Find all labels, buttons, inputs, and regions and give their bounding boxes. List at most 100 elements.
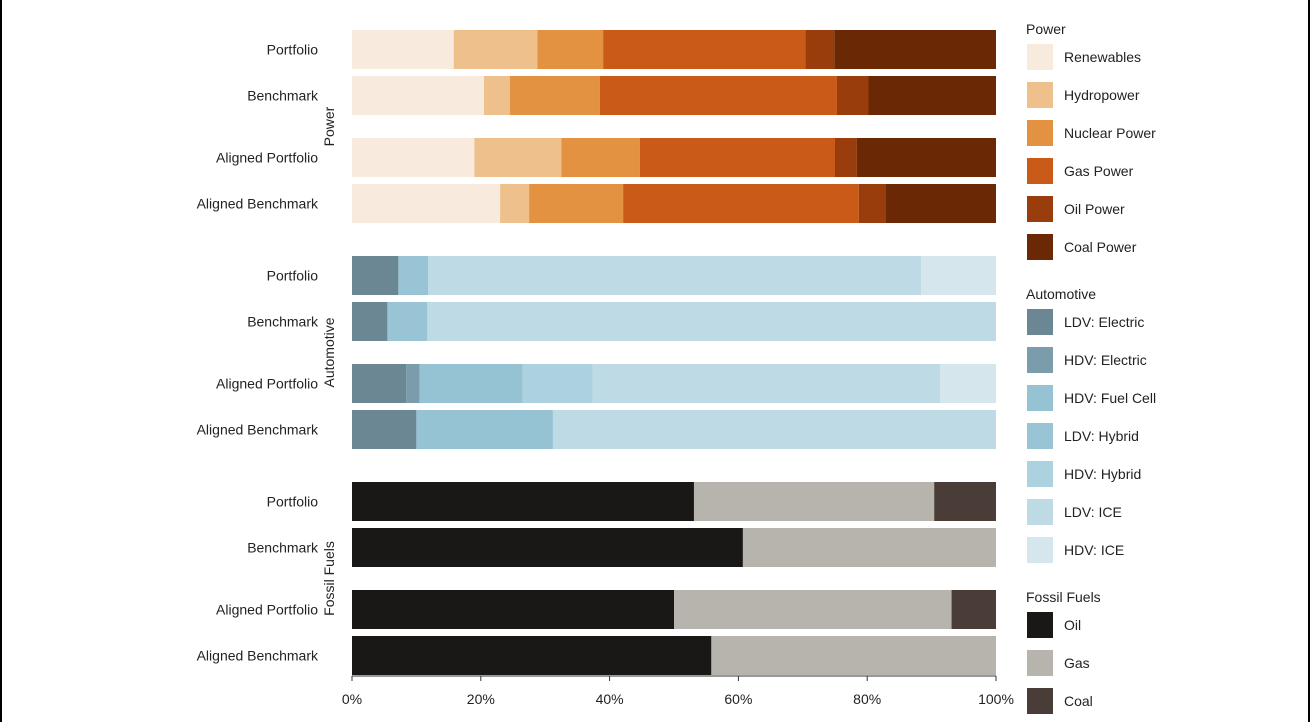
legend-swatch-hdv-electric bbox=[1027, 347, 1053, 373]
bar-segment-automotive-aligned-portfolio-ldv-ice bbox=[592, 364, 940, 403]
legend-label-renewables: Renewables bbox=[1064, 49, 1141, 65]
bar-segment-automotive-aligned-portfolio-hdv-fuel-cell bbox=[419, 364, 523, 403]
legend-swatch-renewables bbox=[1027, 44, 1053, 70]
legend-label-oil: Oil bbox=[1064, 617, 1081, 633]
bar-segment-power-portfolio-coal-power bbox=[834, 30, 996, 69]
bar-segment-automotive-aligned-portfolio-hdv-electric bbox=[406, 364, 420, 403]
legend-label-hydropower: Hydropower bbox=[1064, 87, 1140, 103]
x-tick-label: 0% bbox=[342, 691, 362, 707]
bar-segment-power-aligned-benchmark-oil-power bbox=[858, 184, 886, 223]
legend-label-ldv-ice: LDV: ICE bbox=[1064, 504, 1122, 520]
category-label-automotive-benchmark: Benchmark bbox=[247, 314, 319, 330]
bar-segment-power-benchmark-oil-power bbox=[836, 76, 869, 115]
legend-swatch-gas-power bbox=[1027, 158, 1053, 184]
bar-segment-automotive-portfolio-ldv-electric bbox=[352, 256, 399, 295]
legend-swatch-ldv-ice bbox=[1027, 499, 1053, 525]
bar-segment-fossil-fuels-aligned-portfolio-gas bbox=[674, 590, 952, 629]
bar-segment-fossil-fuels-benchmark-oil bbox=[352, 528, 743, 567]
bar-segment-fossil-fuels-portfolio-oil bbox=[352, 482, 694, 521]
legend-swatch-hdv-fuel-cell bbox=[1027, 385, 1053, 411]
category-label-power-aligned-portfolio: Aligned Portfolio bbox=[216, 150, 318, 166]
legend-label-hdv-ice: HDV: ICE bbox=[1064, 542, 1124, 558]
x-tick-label: 20% bbox=[467, 691, 495, 707]
group-label-automotive: Automotive bbox=[321, 317, 337, 387]
x-tick-label: 100% bbox=[978, 691, 1014, 707]
x-tick-label: 40% bbox=[596, 691, 624, 707]
legend-swatch-coal bbox=[1027, 688, 1053, 714]
legend-label-hdv-electric: HDV: Electric bbox=[1064, 352, 1147, 368]
bar-segment-power-aligned-portfolio-oil-power bbox=[835, 138, 857, 177]
legend-label-ldv-electric: LDV: Electric bbox=[1064, 314, 1144, 330]
bar-segment-power-benchmark-nuclear-power bbox=[509, 76, 600, 115]
x-tick-label: 80% bbox=[853, 691, 881, 707]
bar-segment-power-portfolio-oil-power bbox=[805, 30, 835, 69]
bar-segment-power-aligned-portfolio-coal-power bbox=[856, 138, 996, 177]
legend-label-gas: Gas bbox=[1064, 655, 1090, 671]
legend-swatch-hdv-hybrid bbox=[1027, 461, 1053, 487]
x-tick-label: 60% bbox=[724, 691, 752, 707]
legend-label-coal: Coal bbox=[1064, 693, 1093, 709]
bar-segment-power-benchmark-coal-power bbox=[868, 76, 996, 115]
bar-segment-power-aligned-benchmark-renewables bbox=[352, 184, 501, 223]
legend-title-fossil-fuels: Fossil Fuels bbox=[1026, 589, 1101, 605]
bar-segment-automotive-aligned-portfolio-hdv-hybrid bbox=[522, 364, 593, 403]
legend-swatch-nuclear-power bbox=[1027, 120, 1053, 146]
legend-label-nuclear-power: Nuclear Power bbox=[1064, 125, 1156, 141]
bar-segment-automotive-portfolio-ldv-hybrid bbox=[398, 256, 428, 295]
bar-segment-automotive-aligned-benchmark-hdv-fuel-cell bbox=[416, 410, 553, 449]
bar-segment-automotive-portfolio-hdv-ice bbox=[921, 256, 996, 295]
bar-segment-power-aligned-portfolio-gas-power bbox=[639, 138, 835, 177]
category-label-fossil-fuels-portfolio: Portfolio bbox=[267, 494, 319, 510]
legend-title-power: Power bbox=[1026, 21, 1066, 37]
legend-label-coal-power: Coal Power bbox=[1064, 239, 1137, 255]
legend-label-gas-power: Gas Power bbox=[1064, 163, 1134, 179]
category-label-fossil-fuels-aligned-portfolio: Aligned Portfolio bbox=[216, 602, 318, 618]
bar-segment-power-portfolio-renewables bbox=[352, 30, 454, 69]
bar-segment-automotive-portfolio-ldv-ice bbox=[427, 256, 922, 295]
bar-segment-fossil-fuels-portfolio-coal bbox=[934, 482, 996, 521]
bar-segment-fossil-fuels-aligned-benchmark-gas bbox=[711, 636, 996, 675]
bar-segment-power-benchmark-renewables bbox=[352, 76, 485, 115]
bar-segment-power-aligned-benchmark-gas-power bbox=[623, 184, 859, 223]
legend-swatch-ldv-hybrid bbox=[1027, 423, 1053, 449]
legend-label-hdv-hybrid: HDV: Hybrid bbox=[1064, 466, 1141, 482]
bar-segment-automotive-aligned-portfolio-hdv-ice bbox=[939, 364, 996, 403]
legend-swatch-oil bbox=[1027, 612, 1053, 638]
legend-label-ldv-hybrid: LDV: Hybrid bbox=[1064, 428, 1139, 444]
bar-segment-power-aligned-portfolio-renewables bbox=[352, 138, 475, 177]
bar-segment-automotive-benchmark-ldv-hybrid bbox=[387, 302, 428, 341]
category-label-automotive-aligned-portfolio: Aligned Portfolio bbox=[216, 376, 318, 392]
bar-segment-power-portfolio-hydropower bbox=[453, 30, 538, 69]
bar-segment-power-aligned-benchmark-coal-power bbox=[885, 184, 996, 223]
category-label-power-aligned-benchmark: Aligned Benchmark bbox=[197, 196, 319, 212]
category-label-power-benchmark: Benchmark bbox=[247, 88, 319, 104]
bar-segment-power-portfolio-nuclear-power bbox=[537, 30, 604, 69]
bar-segment-fossil-fuels-benchmark-gas bbox=[742, 528, 996, 567]
legend-swatch-oil-power bbox=[1027, 196, 1053, 222]
bar-segment-power-aligned-portfolio-hydropower bbox=[474, 138, 562, 177]
bar-segment-power-benchmark-hydropower bbox=[484, 76, 510, 115]
group-label-power: Power bbox=[321, 106, 337, 146]
category-label-fossil-fuels-benchmark: Benchmark bbox=[247, 540, 319, 556]
legend-title-automotive: Automotive bbox=[1026, 286, 1096, 302]
legend-swatch-gas bbox=[1027, 650, 1053, 676]
bar-segment-fossil-fuels-aligned-portfolio-coal bbox=[951, 590, 996, 629]
category-label-fossil-fuels-aligned-benchmark: Aligned Benchmark bbox=[197, 648, 319, 664]
legend-swatch-hydropower bbox=[1027, 82, 1053, 108]
bar-segment-automotive-aligned-benchmark-ldv-electric bbox=[352, 410, 417, 449]
bar-segment-power-aligned-portfolio-nuclear-power bbox=[561, 138, 640, 177]
bar-segment-fossil-fuels-portfolio-gas bbox=[693, 482, 935, 521]
group-label-fossil-fuels: Fossil Fuels bbox=[321, 541, 337, 616]
bar-segment-fossil-fuels-aligned-portfolio-oil bbox=[352, 590, 674, 629]
legend-swatch-coal-power bbox=[1027, 234, 1053, 260]
category-label-automotive-portfolio: Portfolio bbox=[267, 268, 319, 284]
bar-segment-power-benchmark-gas-power bbox=[599, 76, 837, 115]
legend-label-oil-power: Oil Power bbox=[1064, 201, 1125, 217]
legend-label-hdv-fuel-cell: HDV: Fuel Cell bbox=[1064, 390, 1156, 406]
bar-segment-automotive-benchmark-ldv-ice bbox=[427, 302, 996, 341]
category-label-power-portfolio: Portfolio bbox=[267, 42, 319, 58]
category-label-automotive-aligned-benchmark: Aligned Benchmark bbox=[197, 422, 319, 438]
bar-segment-automotive-aligned-benchmark-ldv-ice bbox=[552, 410, 996, 449]
